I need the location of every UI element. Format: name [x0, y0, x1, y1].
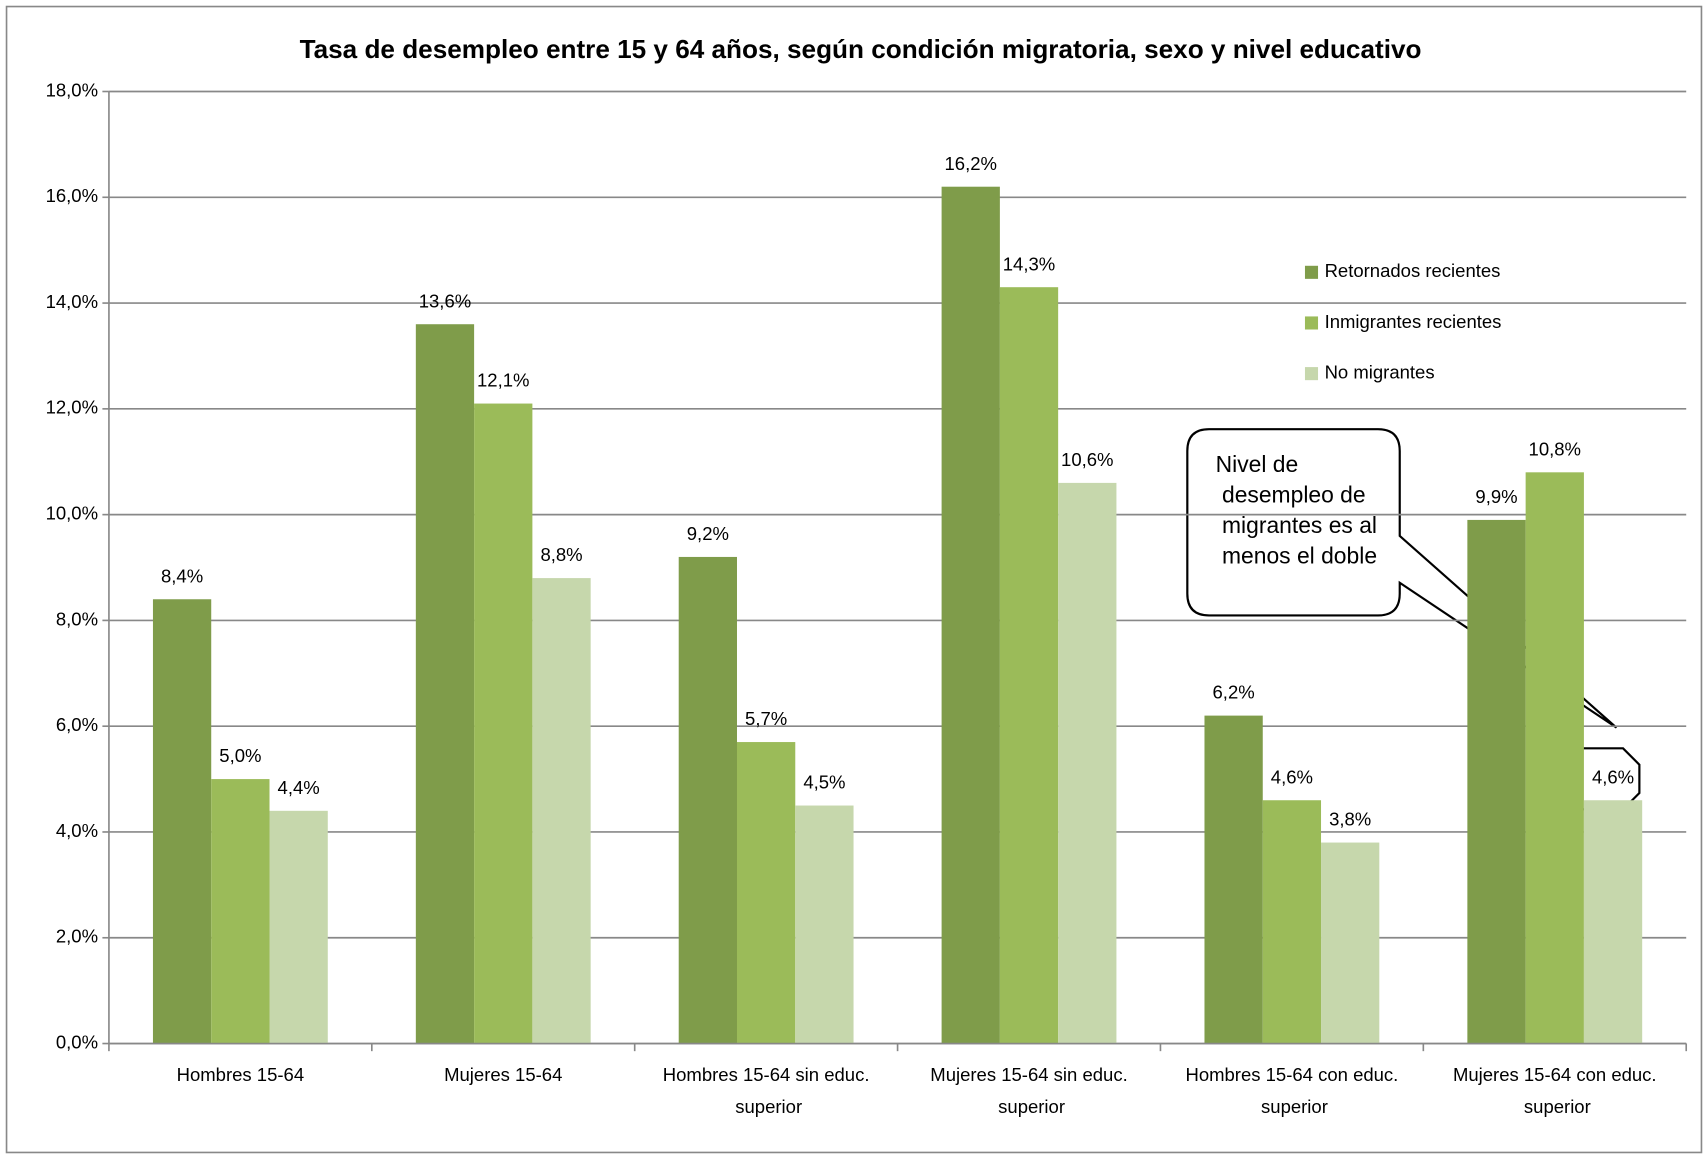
y-tick-label: 16,0%: [46, 185, 98, 206]
bar: [736, 742, 796, 1044]
data-label: 9,9%: [1475, 486, 1517, 507]
y-tick-label: 4,0%: [56, 820, 98, 841]
x-tick-label: Hombres 15-64: [177, 1064, 305, 1085]
y-tick-label: 2,0%: [56, 926, 98, 947]
data-label: 12,1%: [477, 370, 529, 391]
data-label: 4,6%: [1271, 766, 1313, 787]
legend-swatch: [1304, 316, 1319, 330]
x-tick-label: Mujeres 15-64: [444, 1064, 562, 1085]
bar: [678, 556, 737, 1044]
data-label: 8,4%: [161, 565, 203, 586]
data-label: 6,2%: [1213, 682, 1255, 703]
y-tick-label: 10,0%: [46, 503, 98, 524]
bar: [1058, 482, 1117, 1044]
y-tick-label: 18,0%: [46, 79, 98, 100]
data-label: 4,4%: [278, 777, 320, 798]
bar: [1583, 800, 1643, 1044]
legend-label: Inmigrantes recientes: [1325, 311, 1502, 332]
bar: [1204, 715, 1263, 1044]
y-tick-label: 0,0%: [56, 1031, 98, 1052]
bar: [152, 599, 212, 1044]
data-label: 5,7%: [745, 708, 787, 729]
data-label: 5,0%: [219, 745, 261, 766]
y-tick-label: 14,0%: [46, 291, 98, 312]
y-tick-label: 8,0%: [56, 608, 98, 629]
data-label: 10,8%: [1529, 438, 1581, 459]
data-label: 8,8%: [540, 544, 582, 565]
bar: [999, 287, 1059, 1044]
x-tick-label: Hombres 15-64 sin educ. superior: [663, 1064, 870, 1117]
bar: [1525, 472, 1584, 1044]
bar: [1262, 800, 1322, 1044]
data-label: 4,6%: [1592, 766, 1634, 787]
legend-swatch: [1304, 367, 1319, 381]
data-label: 3,8%: [1329, 809, 1371, 830]
bar: [941, 186, 1000, 1044]
data-label: 13,6%: [419, 290, 471, 311]
legend-label: No migrantes: [1325, 362, 1435, 383]
bar: [795, 805, 854, 1044]
x-tick-label: Hombres 15-64 con educ. superior: [1185, 1064, 1398, 1117]
chart-title: Tasa de desempleo entre 15 y 64 años, se…: [300, 34, 1422, 64]
bar: [474, 403, 533, 1044]
legend-label: Retornados recientes: [1325, 260, 1501, 281]
bar: [269, 810, 328, 1044]
bar: [1467, 519, 1526, 1044]
x-tick-label: Mujeres 15-64 con educ. superior: [1453, 1064, 1657, 1117]
bar: [415, 324, 475, 1044]
data-label: 16,2%: [945, 153, 997, 174]
legend-swatch: [1304, 265, 1319, 279]
y-tick-label: 6,0%: [56, 714, 98, 735]
bar: [211, 779, 270, 1044]
x-tick-label: Mujeres 15-64 sin educ. superior: [930, 1064, 1127, 1117]
annotation: Nivel de desempleo de migrantes es al me…: [1216, 451, 1377, 569]
bar: [532, 578, 591, 1044]
y-tick-label: 12,0%: [46, 397, 98, 418]
data-label: 14,3%: [1003, 253, 1055, 274]
data-label: 10,6%: [1061, 449, 1113, 470]
data-label: 4,5%: [803, 772, 845, 793]
data-label: 9,2%: [687, 523, 729, 544]
bar: [1321, 842, 1380, 1044]
